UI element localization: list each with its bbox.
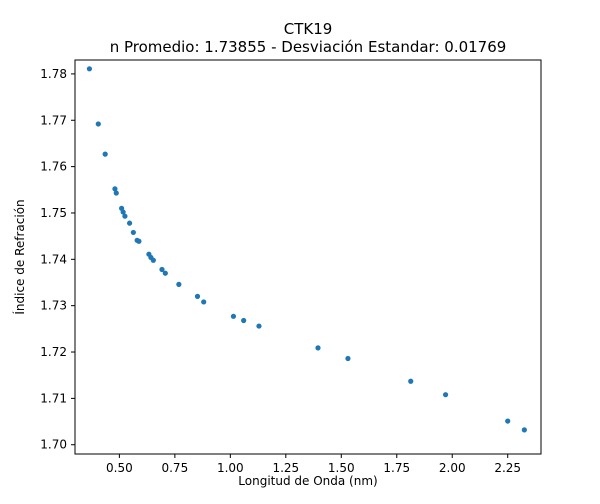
y-tick-label: 1.77 (40, 113, 67, 127)
y-tick-label: 1.78 (40, 67, 67, 81)
x-tick-label: 0.75 (161, 461, 188, 475)
data-point (126, 220, 133, 226)
data-point (162, 270, 168, 276)
data-point (95, 121, 101, 127)
data-point (150, 257, 156, 263)
data-point (241, 317, 247, 324)
y-tick-label: 1.75 (40, 206, 67, 220)
x-tick-label: 1.50 (328, 461, 355, 475)
x-tick-label: 1.25 (272, 461, 299, 475)
y-tick-label: 1.70 (40, 438, 67, 452)
y-tick-label: 1.74 (40, 252, 67, 266)
y-tick-label: 1.71 (40, 391, 67, 405)
data-point (194, 293, 201, 299)
data-point (345, 355, 351, 362)
data-point (130, 229, 136, 236)
data-point (201, 299, 207, 305)
data-point (521, 427, 527, 433)
x-tick-label: 1.75 (383, 461, 410, 475)
data-point (315, 345, 321, 351)
data-point (86, 66, 93, 72)
x-tick-label: 1.00 (217, 461, 244, 475)
data-point (159, 266, 165, 273)
data-point (442, 392, 449, 398)
y-axis-ticks: 1.70 1.71 1.72 1.73 1.74 1.75 1.76 1.77 1.78 (40, 67, 75, 452)
chart-subtitle: n Promedio: 1.73855 - Desviación Estanda… (110, 38, 507, 56)
x-axis-ticks: 0.50 0.75 1.00 1.25 1.50 1.75 2.00 2.25 (106, 454, 521, 475)
y-tick-label: 1.72 (40, 345, 67, 359)
data-point (112, 186, 118, 192)
x-axis-label: Longitud de Onda (nm) (238, 474, 377, 488)
data-point (136, 238, 142, 244)
y-tick-label: 1.76 (40, 160, 67, 174)
plot-frame (74, 59, 542, 455)
data-point (408, 378, 414, 384)
y-tick-label: 1.73 (40, 299, 67, 313)
data-point (256, 323, 262, 329)
data-point (113, 190, 119, 196)
data-point (122, 213, 128, 219)
data-points (86, 66, 527, 433)
x-tick-label: 2.00 (439, 461, 466, 475)
x-tick-label: 2.25 (494, 461, 521, 475)
data-point (230, 313, 237, 319)
data-point (102, 151, 108, 157)
data-point (505, 418, 511, 424)
x-tick-label: 0.50 (106, 461, 133, 475)
y-axis-label: Índice de Refración (12, 199, 27, 314)
data-point (176, 281, 182, 287)
chart-title: CTK19 (284, 20, 333, 38)
data-point (120, 209, 126, 215)
